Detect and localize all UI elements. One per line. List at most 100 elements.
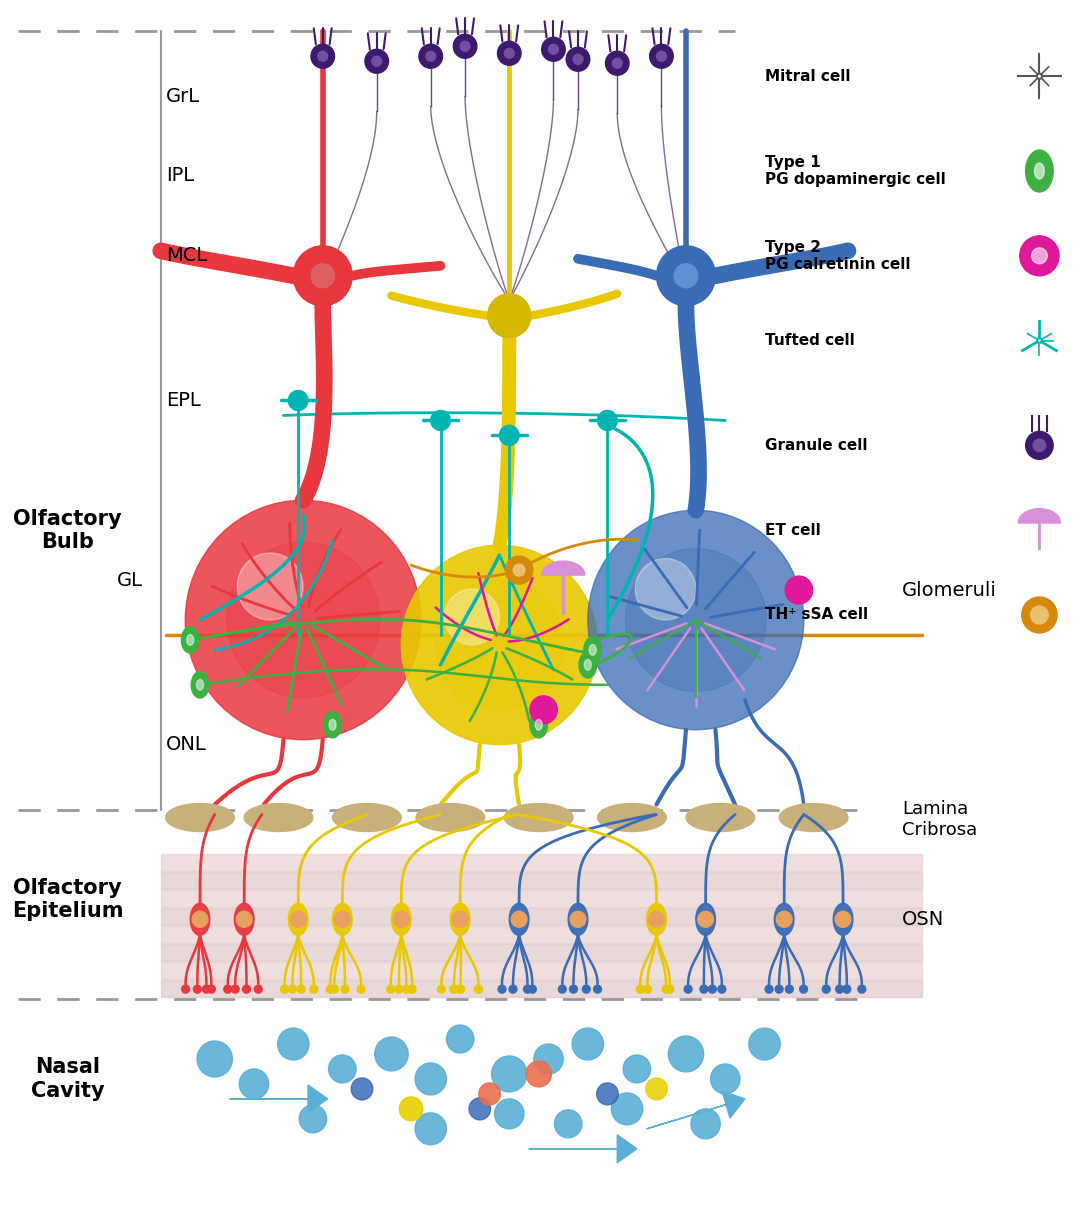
Circle shape <box>749 1028 780 1061</box>
Circle shape <box>254 985 261 993</box>
Text: ONL: ONL <box>166 735 206 755</box>
Circle shape <box>584 985 592 993</box>
Ellipse shape <box>181 627 199 653</box>
Circle shape <box>454 985 463 993</box>
Circle shape <box>469 1098 491 1120</box>
Text: Olfactory
Epitelium: Olfactory Epitelium <box>12 878 124 920</box>
Circle shape <box>447 1025 474 1053</box>
Circle shape <box>714 985 722 993</box>
Circle shape <box>517 985 525 993</box>
Text: EPL: EPL <box>166 391 201 410</box>
Circle shape <box>513 564 525 577</box>
Text: Nasal
Cavity: Nasal Cavity <box>30 1057 104 1101</box>
Circle shape <box>1036 73 1042 79</box>
Circle shape <box>542 38 565 61</box>
Circle shape <box>635 558 696 620</box>
Circle shape <box>197 1041 232 1076</box>
Polygon shape <box>542 561 585 575</box>
Circle shape <box>512 912 527 928</box>
Circle shape <box>646 1078 668 1100</box>
Circle shape <box>291 912 306 928</box>
Ellipse shape <box>330 719 336 730</box>
Circle shape <box>857 985 866 993</box>
Circle shape <box>779 985 787 993</box>
Circle shape <box>527 985 534 993</box>
Circle shape <box>570 912 585 928</box>
Circle shape <box>393 912 409 928</box>
Circle shape <box>299 1104 326 1132</box>
Ellipse shape <box>234 903 254 935</box>
Circle shape <box>1031 606 1048 624</box>
Circle shape <box>623 1054 650 1082</box>
Circle shape <box>351 1078 373 1100</box>
Circle shape <box>185 985 193 993</box>
Circle shape <box>569 985 577 993</box>
Circle shape <box>509 985 517 993</box>
Ellipse shape <box>166 803 234 831</box>
Circle shape <box>401 545 597 745</box>
Text: GL: GL <box>117 570 143 590</box>
Ellipse shape <box>186 635 194 645</box>
Ellipse shape <box>530 712 547 737</box>
Ellipse shape <box>288 903 308 935</box>
Ellipse shape <box>504 803 573 831</box>
Circle shape <box>479 1082 501 1104</box>
Ellipse shape <box>416 803 485 831</box>
Circle shape <box>335 912 350 928</box>
Circle shape <box>418 44 442 68</box>
Circle shape <box>192 912 208 928</box>
Ellipse shape <box>535 719 542 730</box>
Circle shape <box>504 985 512 993</box>
Circle shape <box>328 1054 357 1082</box>
Circle shape <box>326 985 334 993</box>
Circle shape <box>399 1097 423 1120</box>
Circle shape <box>1022 597 1057 633</box>
Circle shape <box>402 985 411 993</box>
Circle shape <box>573 55 583 65</box>
Circle shape <box>625 549 766 691</box>
Circle shape <box>357 985 364 993</box>
Circle shape <box>596 1082 618 1104</box>
Circle shape <box>196 985 204 993</box>
Circle shape <box>1033 439 1046 452</box>
Circle shape <box>667 985 674 993</box>
Ellipse shape <box>597 803 667 831</box>
Ellipse shape <box>1025 150 1054 191</box>
Circle shape <box>294 246 352 306</box>
Circle shape <box>563 985 570 993</box>
Text: Olfactory
Bulb: Olfactory Bulb <box>13 508 121 552</box>
Ellipse shape <box>696 903 715 935</box>
FancyArrow shape <box>647 1091 745 1129</box>
Circle shape <box>286 985 294 993</box>
Ellipse shape <box>647 903 667 935</box>
Text: Type 1
PG dopaminergic cell: Type 1 PG dopaminergic cell <box>764 155 945 188</box>
Circle shape <box>1032 247 1047 263</box>
Circle shape <box>526 1061 552 1087</box>
Circle shape <box>304 985 311 993</box>
Circle shape <box>549 44 558 55</box>
Circle shape <box>311 263 335 288</box>
Ellipse shape <box>450 903 470 935</box>
Circle shape <box>498 41 521 66</box>
Circle shape <box>278 1028 309 1061</box>
FancyArrow shape <box>230 1085 327 1113</box>
Circle shape <box>494 1098 524 1129</box>
Circle shape <box>606 51 629 76</box>
Circle shape <box>237 553 304 620</box>
Circle shape <box>240 1069 269 1098</box>
Circle shape <box>453 34 477 59</box>
Circle shape <box>232 985 240 993</box>
Circle shape <box>193 985 201 993</box>
Circle shape <box>597 411 617 430</box>
Circle shape <box>208 985 216 993</box>
Circle shape <box>375 1037 409 1072</box>
Circle shape <box>415 1113 447 1145</box>
FancyArrow shape <box>529 1135 637 1163</box>
Circle shape <box>288 390 308 411</box>
Circle shape <box>648 912 664 928</box>
Circle shape <box>391 985 399 993</box>
Text: ET cell: ET cell <box>764 523 821 538</box>
Circle shape <box>461 41 470 51</box>
Circle shape <box>669 1036 704 1072</box>
Circle shape <box>784 985 792 993</box>
